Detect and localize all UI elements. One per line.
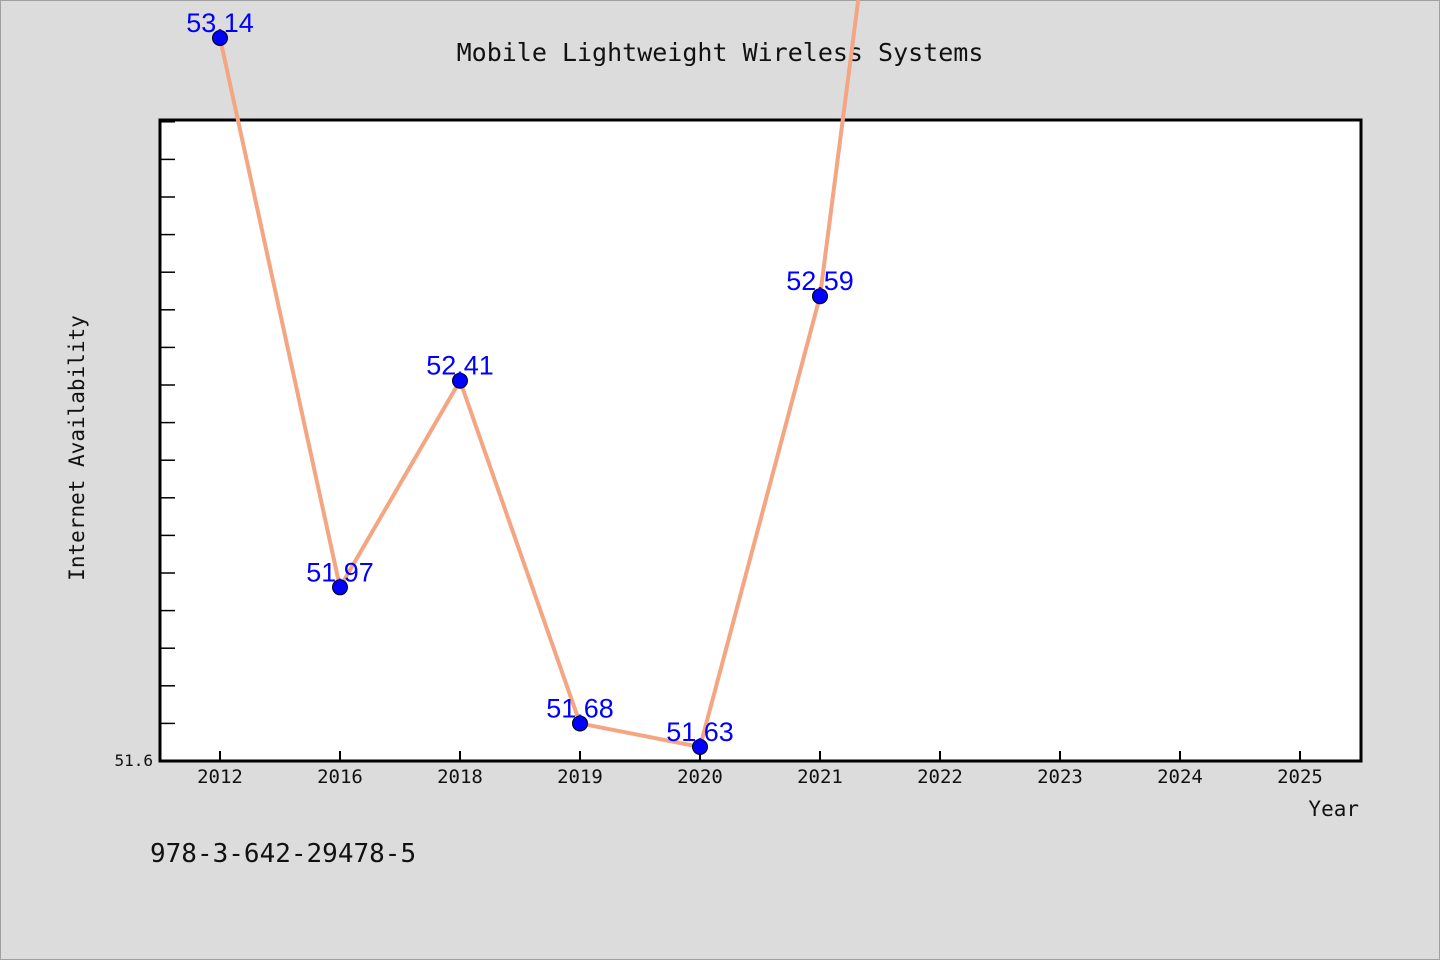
plot-area: [158, 118, 1363, 763]
series-line: [218, 0, 861, 749]
x-tick-label: 2018: [437, 766, 483, 788]
y-axis-ticks: [160, 121, 175, 762]
x-axis-ticks: 2012 2016 2018 2019 2020 2021 2022 2023 2024 2025: [197, 751, 1323, 788]
chart-title: Mobile Lightweight Wireless Systems: [457, 38, 984, 67]
data-point: [812, 288, 828, 305]
data-label: 53.14: [186, 8, 254, 38]
data-label: 51.68: [546, 693, 614, 723]
x-tick-label: 2024: [1157, 766, 1203, 788]
x-tick-label: 2025: [1277, 766, 1323, 788]
series-markers: [212, 29, 828, 755]
data-point: [692, 738, 708, 755]
data-point: [572, 715, 588, 732]
x-tick-label: 2019: [557, 766, 603, 788]
data-label: 51.63: [666, 717, 734, 747]
data-point: [212, 29, 228, 46]
data-point: [452, 372, 468, 389]
y-tick-label: 51.6: [114, 751, 153, 770]
y-axis-label: Internet Availability: [65, 315, 89, 581]
isbn-annotation: 978-3-642-29478-5: [150, 839, 416, 869]
data-label: 51.97: [306, 557, 374, 587]
x-tick-label: 2022: [917, 766, 963, 788]
data-labels: 53.1451.9752.4151.6851.6352.5954.5753.36…: [186, 8, 854, 747]
x-tick-label: 2012: [197, 766, 243, 788]
x-tick-label: 2023: [1037, 766, 1083, 788]
data-label: 52.59: [786, 266, 854, 296]
x-tick-label: 2021: [797, 766, 843, 788]
data-point: [332, 579, 348, 596]
x-tick-label: 2016: [317, 766, 363, 788]
data-label: 52.41: [426, 351, 494, 381]
x-tick-label: 2020: [677, 766, 723, 788]
x-axis-label: Year: [1308, 797, 1359, 821]
